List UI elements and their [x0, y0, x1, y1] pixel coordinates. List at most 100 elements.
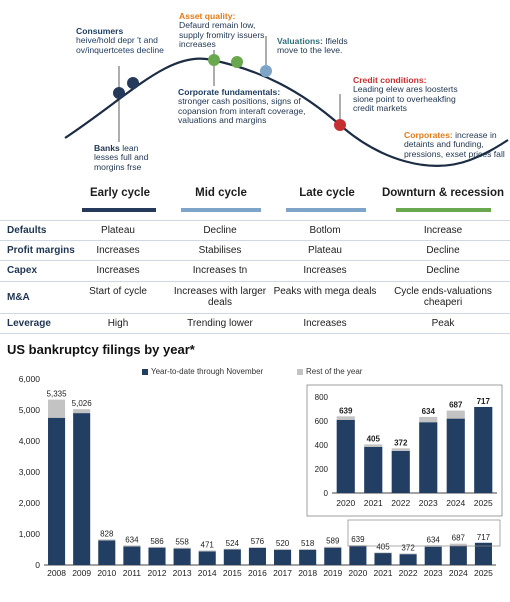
table-cell: Increase	[423, 225, 463, 236]
y-tick-label: 6,000	[19, 374, 41, 384]
cycle-diagram	[64, 36, 509, 167]
x-tick-label: 2008	[47, 568, 66, 578]
table-cell: Decline	[203, 225, 237, 236]
inset-bar-rest	[419, 416, 438, 423]
table-bottom-rule	[0, 333, 510, 334]
table-row-label: Profit margins	[7, 245, 75, 256]
table-cell: Increases tn	[192, 265, 248, 276]
phase-bar-late	[286, 208, 366, 212]
legend-label-rest: Rest of the year	[306, 367, 363, 376]
table-cell: Increases	[303, 265, 347, 276]
table-row-label: M&A	[7, 292, 30, 303]
bar-rest	[399, 553, 417, 555]
inset-data-label: 405	[367, 434, 381, 443]
valuations-text: Ifields move to the leve.	[277, 36, 348, 56]
bar-rest	[374, 552, 392, 554]
corp-fund-text: stronger cash positions, signs of copans…	[178, 96, 306, 126]
inset-y-tick-label: 600	[315, 417, 329, 426]
table-cell: Increases with larger deals	[173, 286, 267, 308]
inset-frame	[306, 384, 503, 517]
banks-title: Banks	[94, 143, 120, 153]
data-label: 471	[201, 540, 215, 549]
table-cell: Increases	[96, 265, 140, 276]
x-tick-label: 2015	[223, 568, 242, 578]
bar-ytd	[349, 546, 367, 565]
x-tick-label: 2014	[198, 568, 217, 578]
credit-text: Leading elew ares loosterts sione point …	[353, 84, 458, 114]
table-cell: Increases	[303, 318, 347, 329]
data-label: 558	[175, 538, 189, 547]
inset-source-box	[347, 519, 501, 547]
table-row: Capex Increases Increases tn Increases Decli…	[0, 260, 510, 282]
inset-x-tick-label: 2025	[474, 498, 493, 508]
data-label: 576	[251, 537, 265, 546]
bar-ytd	[123, 546, 141, 565]
x-tick-label: 2010	[97, 568, 116, 578]
inset-y-tick-label: 400	[315, 441, 329, 450]
bankruptcy-title: US bankruptcy filings by year*	[7, 342, 195, 357]
inset-bar-rest	[364, 444, 383, 447]
bar-ytd	[449, 545, 467, 565]
table-cell: Plateau	[308, 245, 342, 256]
x-tick-label: 2023	[424, 568, 443, 578]
bar-rest	[223, 548, 241, 550]
banks-text: lean lesses full and morgins frse	[94, 143, 149, 172]
table-cell: Cycle ends-valuations cheaperi	[394, 286, 492, 308]
table-row: Leverage High Trending lower Increases Peak	[0, 313, 510, 334]
phase-late: Late cycle	[299, 187, 355, 199]
bar-ytd	[299, 549, 317, 565]
phase-bar-early	[82, 208, 156, 212]
table-cell: Plateau	[101, 225, 135, 236]
consumers-text: heive/hold depr 't and ov/inquertcetes d…	[76, 35, 164, 55]
x-tick-label: 2020	[348, 568, 367, 578]
bar-ytd	[198, 551, 216, 565]
table-row: M&A Start of cycle Increases with larger d…	[0, 281, 510, 314]
y-tick-label: 4,000	[19, 436, 41, 446]
table-row-label: Defaults	[7, 225, 47, 236]
data-label: 687	[452, 534, 466, 543]
legend-rest: Rest of the year	[297, 367, 362, 376]
bar-rest	[299, 548, 317, 550]
data-label: 5,026	[72, 399, 93, 408]
data-label: 639	[351, 535, 365, 544]
bar-ytd	[98, 540, 116, 565]
table-cell: Peaks with mega deals	[273, 286, 377, 297]
table-row-label: Capex	[7, 265, 38, 276]
y-tick-label: 1,000	[19, 529, 41, 539]
table-row: Profit margins Increases Stabilises Plateau…	[0, 240, 510, 261]
inset-x-tick-label: 2023	[419, 498, 438, 508]
bar-ytd	[424, 546, 442, 565]
bar-rest	[73, 409, 91, 414]
bar-ytd	[474, 542, 492, 565]
bar-ytd	[148, 547, 166, 565]
table-cell: Decline	[426, 245, 460, 256]
valuations-title: Valuations:	[277, 36, 323, 46]
y-tick-label: 3,000	[19, 467, 41, 477]
inset-data-label: 717	[477, 397, 491, 406]
bar-rest	[324, 546, 342, 548]
inset-bar-rest	[391, 448, 410, 451]
bar-ytd	[73, 413, 91, 565]
x-tick-label: 2009	[72, 568, 91, 578]
asset-title: Asset quality:	[179, 11, 236, 21]
table-cell: Stabilises	[198, 245, 242, 256]
data-label: 586	[150, 537, 164, 546]
bar-rest	[48, 399, 66, 418]
credit-annotation: Credit conditions: Leading elew ares loo…	[353, 75, 465, 114]
phase-mid: Mid cycle	[195, 187, 247, 199]
inset-bar-ytd	[391, 451, 410, 493]
legend-label-ytd: Year-to-date through November	[151, 367, 264, 376]
consumers-annotation: Consumers heive/hold depr 't and ov/inqu…	[76, 26, 176, 55]
cycle-marker-red	[334, 119, 346, 131]
valuations-annotation: Valuations: Ifields move to the leve.	[277, 36, 361, 56]
credit-title: Credit conditions:	[353, 75, 427, 85]
inset-bar-ytd	[364, 446, 383, 493]
inset-data-label: 639	[339, 406, 353, 415]
bar-rest	[98, 539, 116, 541]
data-label: 520	[276, 539, 290, 548]
data-label: 634	[125, 535, 139, 544]
inset-bar-ytd	[474, 406, 493, 493]
x-tick-label: 2019	[323, 568, 342, 578]
table-row: Defaults Plateau Decline Botlom Increase	[0, 220, 510, 241]
data-label: 405	[376, 542, 390, 551]
